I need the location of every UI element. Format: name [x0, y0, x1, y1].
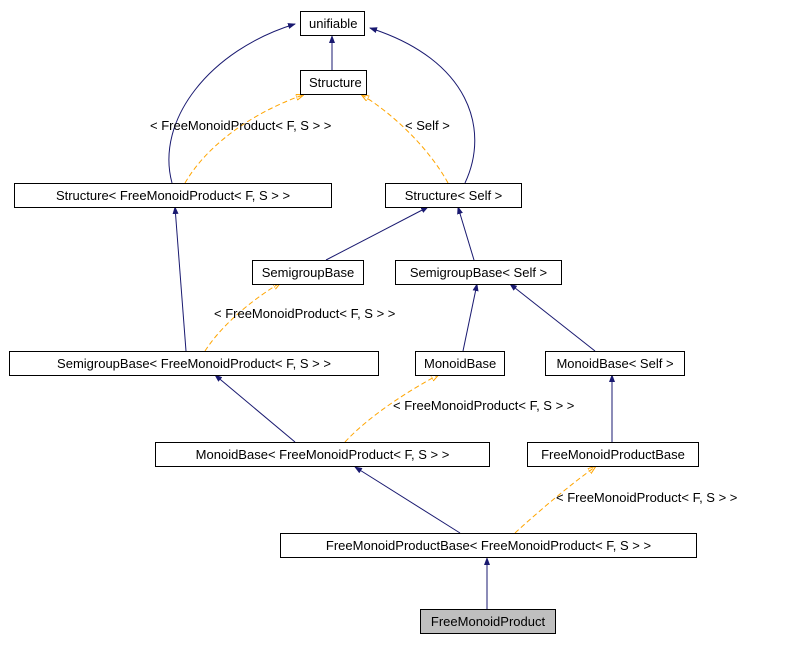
node-fmp[interactable]: FreeMonoidProduct — [420, 609, 556, 634]
node-unifiable[interactable]: unifiable — [300, 11, 365, 36]
edge-monoid-semigroupself — [463, 284, 477, 351]
edge-structurefmp-structure — [185, 95, 303, 183]
edge-structurefmp-unifiable — [169, 24, 295, 183]
node-structure-self[interactable]: Structure< Self > — [385, 183, 522, 208]
node-semigroup[interactable]: SemigroupBase — [252, 260, 364, 285]
node-fmpbase[interactable]: FreeMonoidProductBase — [527, 442, 699, 467]
edge-structureself-unifiable — [370, 28, 475, 183]
edge-semigroupself-structureself — [458, 207, 474, 260]
edge-structureself-structure — [362, 95, 448, 183]
node-monoid-fmp[interactable]: MonoidBase< FreeMonoidProduct< F, S > > — [155, 442, 490, 467]
label-fmp-fs-1: < FreeMonoidProduct< F, S > > — [150, 118, 331, 133]
node-structure[interactable]: Structure — [300, 70, 367, 95]
edge-semigroup-structureself — [326, 207, 428, 260]
node-monoid-self[interactable]: MonoidBase< Self > — [545, 351, 685, 376]
edge-monoidfmp-semigroupfmp — [215, 375, 295, 442]
edge-semigroupfmp-structurefmp — [175, 207, 186, 351]
diagram-edges-svg — [0, 0, 801, 664]
node-semigroup-fmp[interactable]: SemigroupBase< FreeMonoidProduct< F, S >… — [9, 351, 379, 376]
node-structure-fmp[interactable]: Structure< FreeMonoidProduct< F, S > > — [14, 183, 332, 208]
edge-fmpbasefmp-monoidfmp — [355, 467, 460, 533]
label-self-1: < Self > — [405, 118, 450, 133]
label-fmp-fs-3: < FreeMonoidProduct< F, S > > — [393, 398, 574, 413]
edge-monoidself-semigroupself — [510, 284, 595, 351]
node-monoid[interactable]: MonoidBase — [415, 351, 505, 376]
node-semigroup-self[interactable]: SemigroupBase< Self > — [395, 260, 562, 285]
label-fmp-fs-2: < FreeMonoidProduct< F, S > > — [214, 306, 395, 321]
label-fmp-fs-4: < FreeMonoidProduct< F, S > > — [556, 490, 737, 505]
node-fmpbase-fmp[interactable]: FreeMonoidProductBase< FreeMonoidProduct… — [280, 533, 697, 558]
